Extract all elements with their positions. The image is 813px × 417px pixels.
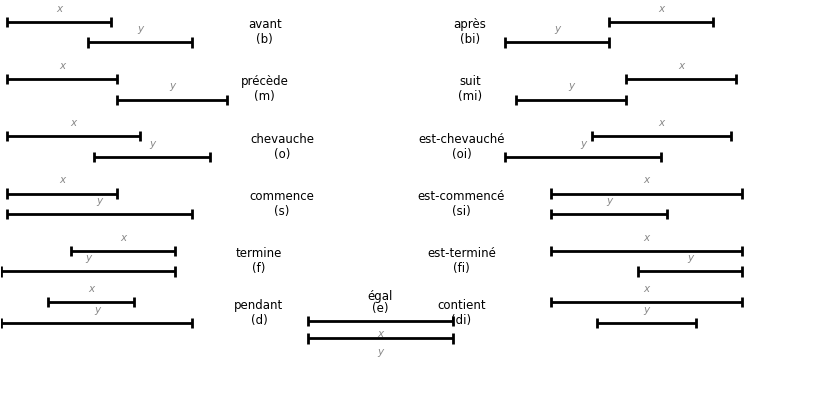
Text: suit: suit [459,75,481,88]
Text: y: y [97,196,102,206]
Text: avant: avant [248,18,281,31]
Text: égal: égal [367,290,393,303]
Text: x: x [71,118,76,128]
Text: (oi): (oi) [451,148,472,161]
Text: commence: commence [250,190,315,203]
Text: (f): (f) [252,262,266,275]
Text: (bi): (bi) [460,33,480,46]
Text: x: x [678,61,685,71]
Text: x: x [658,118,664,128]
Text: x: x [120,233,126,243]
Text: y: y [644,304,650,314]
Text: précède: précède [241,75,289,88]
Text: y: y [169,81,175,91]
Text: y: y [377,347,384,357]
Text: (si): (si) [452,205,471,218]
Text: (b): (b) [256,33,273,46]
Text: après: après [454,18,487,31]
Text: est-commencé: est-commencé [418,190,505,203]
Text: x: x [59,61,65,71]
Text: y: y [580,138,586,148]
Text: (e): (e) [372,301,389,314]
Text: x: x [88,284,94,294]
Text: x: x [644,233,650,243]
Text: (d): (d) [250,314,267,327]
Text: x: x [644,284,650,294]
Text: y: y [85,253,91,263]
Text: (m): (m) [254,90,275,103]
Text: (fi): (fi) [453,262,470,275]
Text: contient: contient [437,299,486,311]
Text: est-terminé: est-terminé [427,247,496,260]
Text: (o): (o) [274,148,290,161]
Text: y: y [137,24,143,34]
Text: (mi): (mi) [458,90,482,103]
Text: x: x [658,4,664,14]
Text: est-chevauché: est-chevauché [418,133,505,146]
Text: y: y [687,253,693,263]
Text: x: x [377,329,384,339]
Text: termine: termine [236,247,282,260]
Text: y: y [568,81,575,91]
Text: pendant: pendant [234,299,284,311]
Text: y: y [149,138,155,148]
Text: (di): (di) [451,314,472,327]
Text: (s): (s) [274,205,289,218]
Text: y: y [554,24,560,34]
Text: x: x [59,175,65,185]
Text: chevauche: chevauche [250,133,314,146]
Text: x: x [56,4,63,14]
Text: y: y [93,304,100,314]
Text: y: y [606,196,612,206]
Text: x: x [644,175,650,185]
